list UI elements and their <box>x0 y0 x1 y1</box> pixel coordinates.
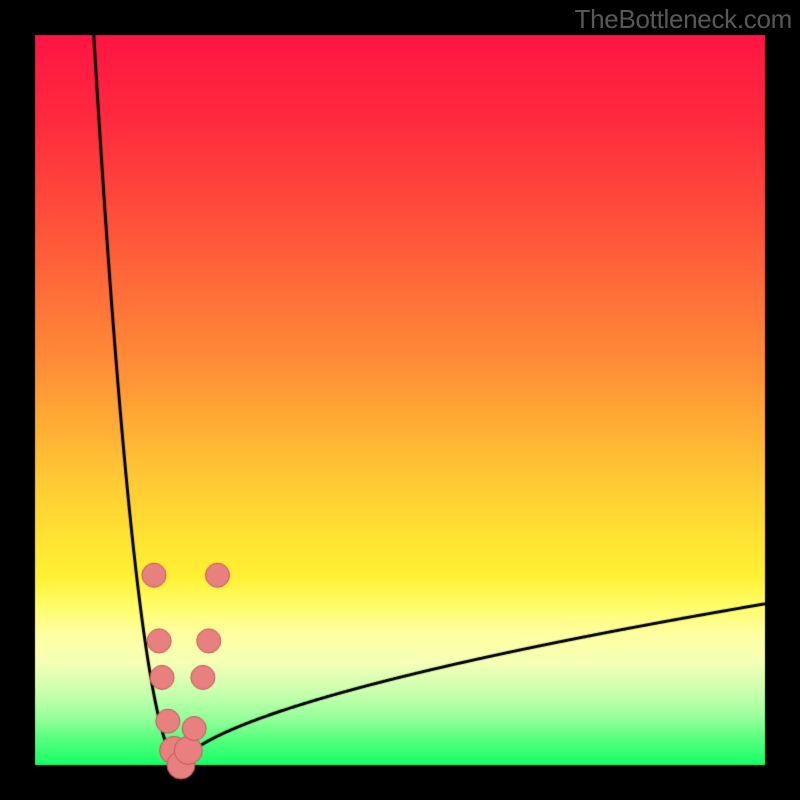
chart-stage: TheBottleneck.com <box>0 0 800 800</box>
bottleneck-chart-canvas <box>0 0 800 800</box>
